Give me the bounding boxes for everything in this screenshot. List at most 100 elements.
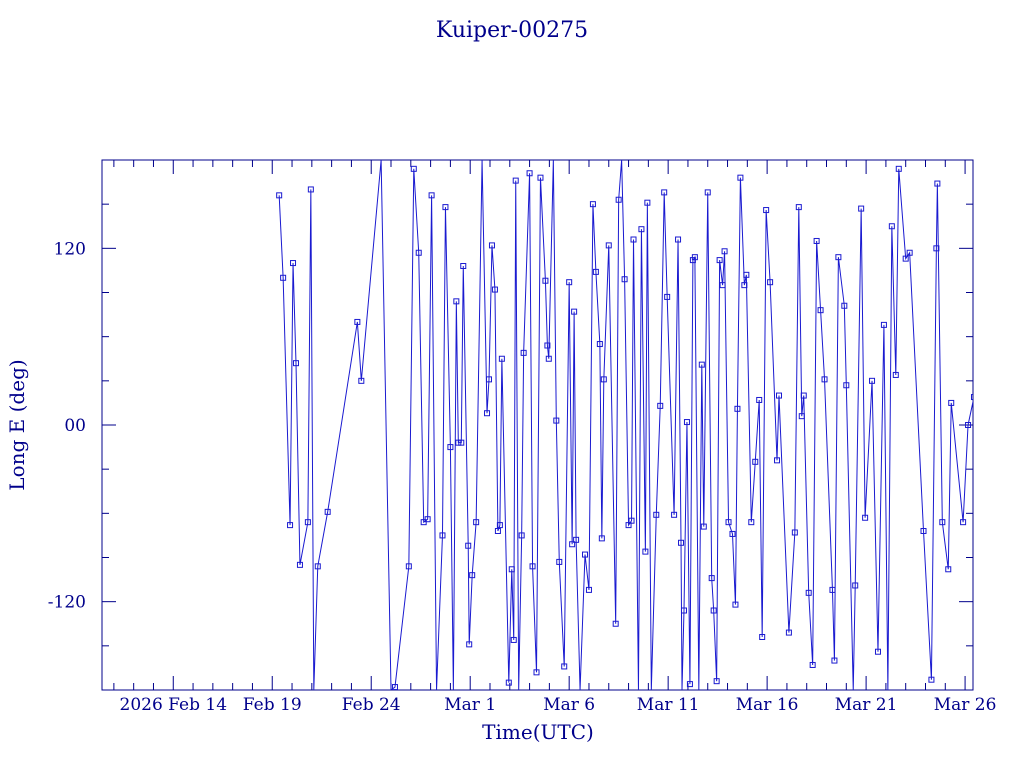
series-markers xyxy=(276,165,1018,690)
data-point xyxy=(324,508,331,515)
data-point xyxy=(748,519,755,526)
data-point xyxy=(1003,417,1008,422)
data-point xyxy=(600,376,607,383)
data-point xyxy=(571,308,578,315)
data-point xyxy=(488,242,495,249)
data-point xyxy=(542,277,549,284)
data-point xyxy=(589,201,596,208)
data-point xyxy=(756,396,763,403)
data-point xyxy=(993,238,998,243)
data-point xyxy=(683,419,690,426)
data-point xyxy=(888,223,895,230)
data-point xyxy=(713,678,720,685)
data-point xyxy=(721,248,728,255)
data-point xyxy=(680,607,687,614)
data-point xyxy=(686,681,693,688)
data-point xyxy=(276,192,283,199)
data-point xyxy=(675,236,682,243)
x-tick-label: Mar 11 xyxy=(637,695,700,715)
data-point xyxy=(505,679,512,686)
data-point xyxy=(691,254,698,261)
x-tick-label: Feb 19 xyxy=(243,695,302,715)
data-point xyxy=(734,405,741,412)
data-point xyxy=(841,302,848,309)
data-point xyxy=(678,539,685,546)
data-point xyxy=(657,402,664,409)
data-point xyxy=(630,236,637,243)
data-point xyxy=(817,307,824,314)
data-point xyxy=(661,189,668,196)
data-point xyxy=(902,255,909,262)
data-point xyxy=(821,376,828,383)
data-point xyxy=(280,274,287,281)
data-point xyxy=(642,548,649,555)
y-tick-label: 120 xyxy=(54,239,86,259)
series-path xyxy=(278,160,973,690)
data-point xyxy=(984,244,989,249)
data-point xyxy=(732,601,739,608)
data-point xyxy=(585,586,592,593)
data-point xyxy=(895,165,902,172)
data-point xyxy=(700,523,707,530)
chart-title: Kuiper-00275 xyxy=(436,18,588,43)
data-point xyxy=(874,648,881,655)
data-point xyxy=(484,410,491,417)
data-point xyxy=(491,286,498,293)
data-point xyxy=(948,399,955,406)
data-point xyxy=(858,205,865,212)
data-point xyxy=(561,663,568,670)
data-point xyxy=(486,376,493,383)
data-point xyxy=(644,199,651,206)
data-point xyxy=(965,422,972,428)
data-point xyxy=(592,268,599,275)
data-point xyxy=(1013,333,1018,338)
data-point xyxy=(296,561,303,568)
data-point xyxy=(988,648,993,653)
data-point xyxy=(774,457,781,464)
data-point xyxy=(813,237,820,244)
data-point xyxy=(287,522,294,529)
data-point xyxy=(719,282,726,289)
data-point xyxy=(469,572,476,579)
data-point xyxy=(573,536,580,543)
data-point xyxy=(928,676,935,683)
x-tick-label: Mar 16 xyxy=(736,695,799,715)
data-point xyxy=(835,254,842,261)
data-point xyxy=(458,439,465,446)
data-point xyxy=(447,444,454,451)
data-point xyxy=(795,204,802,211)
data-point xyxy=(508,566,515,573)
data-point xyxy=(710,607,717,614)
data-point xyxy=(612,620,619,627)
data-point xyxy=(529,563,536,570)
data-point xyxy=(982,533,987,538)
data-point xyxy=(566,279,573,286)
data-point xyxy=(776,392,783,399)
y-axis-tick-labels: -120 00 120 xyxy=(48,239,86,612)
data-point xyxy=(496,522,503,529)
data-point xyxy=(628,517,635,524)
data-point xyxy=(304,519,311,526)
data-point xyxy=(453,298,460,305)
data-point xyxy=(466,641,473,648)
data-point xyxy=(638,226,645,233)
data-point xyxy=(582,551,589,558)
data-point xyxy=(880,321,887,328)
data-point xyxy=(791,529,798,536)
data-point xyxy=(934,180,941,187)
data-point xyxy=(424,516,431,523)
data-point xyxy=(809,661,816,668)
data-point xyxy=(428,192,435,199)
data-point xyxy=(800,392,807,399)
data-point xyxy=(410,165,417,172)
data-point xyxy=(920,528,927,534)
y-tick-label: -120 xyxy=(48,593,86,613)
data-point xyxy=(415,249,422,256)
y-axis-ticks xyxy=(102,159,973,691)
data-point xyxy=(615,196,622,203)
data-point xyxy=(653,511,660,518)
data-point xyxy=(605,242,612,249)
data-point xyxy=(704,189,711,196)
data-point xyxy=(698,361,705,368)
